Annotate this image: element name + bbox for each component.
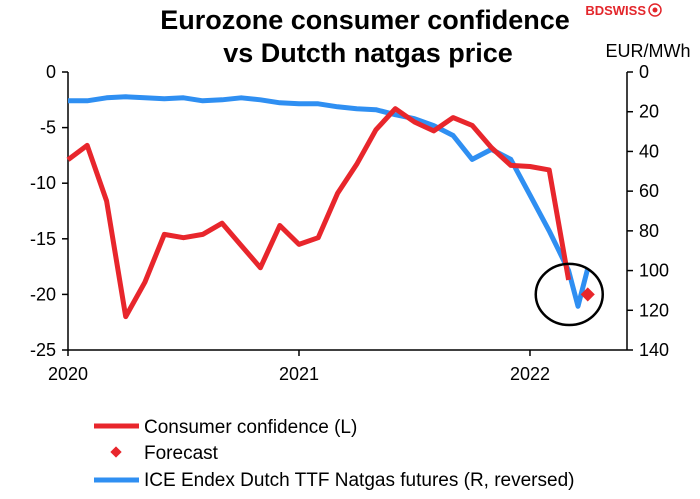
highlight-ellipse: [534, 262, 604, 327]
x-axis-tick-label: 2022: [510, 364, 550, 384]
left-axis-tick-label: -10: [30, 173, 56, 193]
right-axis-unit-label: EUR/MWh: [606, 41, 691, 61]
series-layer: [66, 94, 595, 320]
x-axis-tick-label: 2020: [48, 364, 88, 384]
right-axis-tick-label: 40: [639, 141, 659, 161]
left-axis-tick-label: -20: [30, 284, 56, 304]
left-axis-tick-label: -5: [40, 118, 56, 138]
legend-label-consumer-confidence: Consumer confidence (L): [144, 417, 357, 438]
left-axis-tick-label: 0: [46, 62, 56, 82]
forecast-marker: [580, 287, 595, 302]
brand-mark-dot-icon: [652, 7, 658, 13]
right-axis-tick-label: 140: [639, 340, 669, 360]
consumer-confidence-line: [66, 106, 572, 320]
legend: Consumer confidence (L) Forecast ICE End…: [94, 417, 574, 491]
legend-label-forecast: Forecast: [144, 443, 219, 464]
left-axis-tick-label: -25: [30, 340, 56, 360]
natgas-futures-line: [68, 94, 591, 309]
legend-label-natgas: ICE Endex Dutch TTF Natgas futures (R, r…: [144, 470, 574, 491]
annotation-layer: [534, 262, 604, 327]
legend-swatch-forecast: [110, 446, 122, 458]
brand-mark-icon: [648, 3, 662, 17]
brand-logo: BDSWISS: [585, 3, 662, 18]
axes: 0 -5 -10 -15 -20 -25 0 20 40 60 80 100 120 140 2020 202…: [30, 62, 669, 384]
right-axis-tick-label: 80: [639, 221, 659, 241]
chart-title-line-2: vs Dutcth natgas price: [223, 38, 513, 68]
right-axis-tick-label: 20: [639, 102, 659, 122]
right-axis-tick-label: 60: [639, 181, 659, 201]
x-axis-tick-label: 2021: [279, 364, 319, 384]
right-axis-tick-label: 120: [639, 300, 669, 320]
chart-title-line-1: Eurozone consumer confidence: [160, 5, 570, 35]
right-axis-tick-label: 100: [639, 261, 669, 281]
left-axis-tick-label: -15: [30, 229, 56, 249]
brand-name: BDSWISS: [585, 3, 646, 18]
right-axis-tick-label: 0: [639, 62, 649, 82]
